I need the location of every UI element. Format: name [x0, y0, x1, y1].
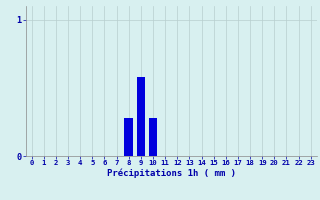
Bar [149, 118, 157, 156]
X-axis label: Précipitations 1h ( mm ): Précipitations 1h ( mm ) [107, 169, 236, 178]
Bar [124, 118, 133, 156]
Bar [137, 77, 145, 156]
